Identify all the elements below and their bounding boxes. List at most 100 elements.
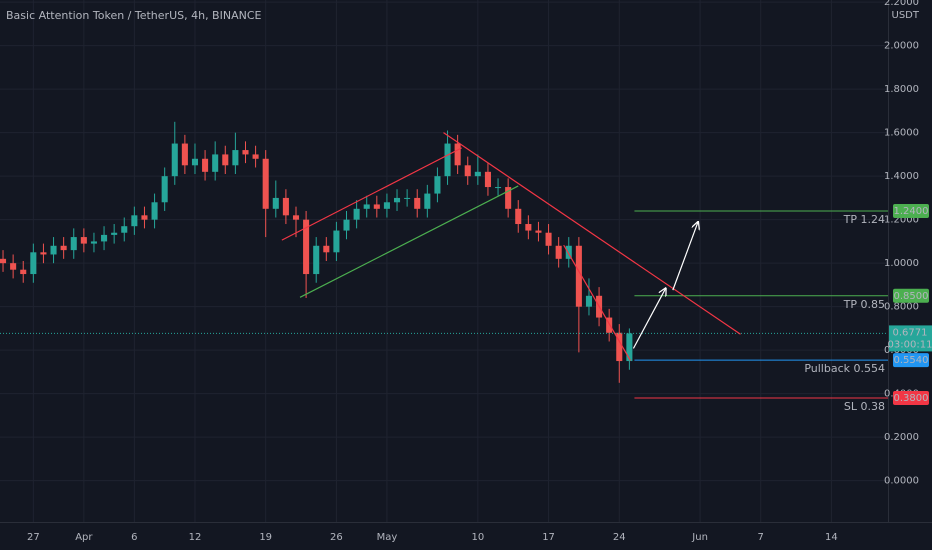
- candle-body: [393, 197, 401, 203]
- candle-body: [424, 193, 431, 209]
- candle-body: [242, 150, 249, 155]
- candle-body: [191, 158, 199, 166]
- candle-body: [131, 215, 138, 227]
- level-label: TP 1.24: [843, 213, 885, 226]
- y-tick-label: 1.8000: [884, 84, 919, 95]
- y-tick-label: 1.6000: [884, 128, 919, 139]
- price-axis-tag: [893, 391, 929, 406]
- candle-body: [50, 245, 57, 255]
- candle-body: [434, 176, 441, 194]
- candle-body: [20, 269, 27, 275]
- price-axis-tag: [893, 203, 929, 218]
- candle-body: [545, 232, 552, 246]
- price-axis-tag-text: 0.5540: [894, 355, 929, 366]
- x-tick-label: 19: [259, 532, 272, 543]
- level-label: TP 0.85: [843, 298, 885, 311]
- candle-body: [505, 187, 512, 209]
- y-tick-label: 0.2000: [884, 432, 919, 443]
- candle-body: [0, 258, 7, 264]
- trend-line: [563, 244, 631, 361]
- grid-layer: 0.00000.20000.40000.60000.80001.00001.20…: [0, 0, 919, 543]
- x-tick-label: Jun: [691, 532, 708, 543]
- x-tick-label: May: [377, 532, 398, 543]
- price-axis-tag-text: 0.3800: [894, 393, 929, 404]
- countdown-text: 03:00:11: [888, 339, 932, 350]
- candle-body: [272, 197, 279, 209]
- candle-body: [171, 143, 178, 177]
- candle-body: [404, 197, 411, 199]
- x-tick-label: 10: [471, 532, 484, 543]
- candle-body: [525, 224, 532, 231]
- candle-body: [101, 234, 108, 242]
- candle-body: [161, 176, 168, 203]
- candle-body: [222, 154, 229, 166]
- trend-line: [281, 147, 462, 241]
- candle-body: [363, 204, 370, 209]
- candle-body: [40, 252, 47, 255]
- candle-body: [353, 208, 360, 220]
- y-tick-label: 0.8000: [884, 302, 919, 313]
- y-tick-label: 2.0000: [884, 41, 919, 52]
- candle-body: [616, 332, 623, 362]
- candle-body: [70, 237, 77, 251]
- last-price-tag: [889, 325, 932, 352]
- candle-body: [90, 241, 97, 244]
- candle-body: [181, 143, 188, 166]
- y-tick-label: 1.2000: [884, 215, 919, 226]
- candle-body: [121, 226, 128, 233]
- candle-body: [484, 171, 491, 188]
- candle-body: [202, 158, 209, 172]
- candle-body: [313, 245, 320, 275]
- chart-title: Basic Attention Token / TetherUS, 4h, BI…: [6, 9, 262, 22]
- candle-body: [333, 230, 340, 253]
- x-tick-label: 14: [825, 532, 838, 543]
- candle-body: [292, 215, 300, 220]
- candle-body: [60, 245, 67, 251]
- candle-body: [212, 154, 219, 172]
- candle-body: [111, 232, 118, 235]
- y-tick-label: 2.2000: [884, 0, 919, 8]
- y-tick-label: 0.0000: [884, 476, 919, 487]
- trend-line: [299, 185, 519, 298]
- projection-arrow: [672, 222, 698, 291]
- level-label: Pullback 0.554: [804, 362, 885, 375]
- price-axis-tag-text: 0.8500: [894, 291, 929, 302]
- trend-line: [443, 132, 741, 335]
- candle-body: [151, 202, 158, 220]
- candle-body: [474, 171, 481, 177]
- candle-body: [232, 150, 239, 166]
- candle-body: [303, 219, 310, 275]
- overlay-layer: TP 1.24 1.2400 TP 0.85 0.8500 Pullback 0.554…: [0, 132, 932, 413]
- x-tick-label: 24: [613, 532, 626, 543]
- candle-body: [262, 158, 269, 209]
- projection-arrow: [632, 288, 665, 349]
- candle-body: [252, 154, 259, 159]
- candle-body: [282, 197, 289, 216]
- candle-body: [626, 333, 633, 362]
- last-price-tag-text: 0.6771: [893, 327, 928, 338]
- x-tick-label: 7: [758, 532, 764, 543]
- candle-body: [565, 245, 572, 259]
- price-axis-tag: [893, 288, 929, 303]
- x-tick-label: 17: [542, 532, 555, 543]
- y-tick-label: 1.0000: [884, 258, 919, 269]
- candle-body: [10, 263, 17, 270]
- level-label: SL 0.38: [844, 400, 885, 413]
- x-tick-label: 6: [131, 532, 137, 543]
- x-tick-label: 26: [330, 532, 343, 543]
- candle-body: [555, 245, 562, 259]
- candle-body: [80, 237, 87, 244]
- candle-body: [323, 245, 330, 253]
- x-tick-label: 27: [27, 532, 40, 543]
- candle-body: [606, 317, 613, 333]
- candle-body: [495, 187, 502, 189]
- candle-body: [535, 230, 542, 233]
- candle-body: [414, 197, 421, 209]
- candle-body: [141, 215, 148, 220]
- candle-body: [373, 204, 380, 209]
- candle-body: [383, 202, 390, 209]
- candle-body: [515, 208, 522, 225]
- mark-layer: [0, 121, 633, 383]
